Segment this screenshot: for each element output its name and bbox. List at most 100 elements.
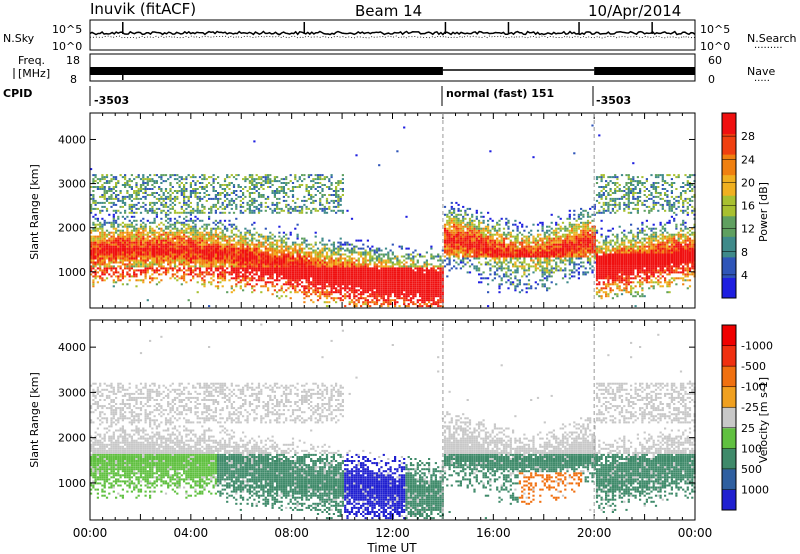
heatmap-cell bbox=[151, 237, 154, 240]
heatmap-cell bbox=[192, 249, 195, 252]
heatmap-cell bbox=[280, 253, 283, 256]
heatmap-cell bbox=[108, 249, 111, 252]
heatmap-cell bbox=[369, 249, 372, 252]
heatmap-cell bbox=[92, 227, 95, 230]
heatmap-cell bbox=[271, 190, 274, 192]
heatmap-cell bbox=[176, 275, 179, 278]
heatmap-cell bbox=[387, 289, 390, 292]
heatmap-cell bbox=[158, 263, 161, 266]
heatmap-cell bbox=[323, 245, 326, 248]
heatmap-cell bbox=[198, 273, 202, 276]
heatmap-cell bbox=[251, 247, 254, 250]
heatmap-cell bbox=[364, 265, 367, 268]
heatmap-cell bbox=[158, 188, 161, 190]
heatmap-cell bbox=[185, 245, 188, 248]
heatmap-cell bbox=[382, 297, 385, 300]
heatmap-cell bbox=[221, 285, 224, 288]
heatmap-cell bbox=[375, 299, 379, 302]
heatmap-cell bbox=[291, 241, 295, 244]
heatmap-cell bbox=[164, 213, 168, 216]
noise-right-tick-top: 10^5 bbox=[700, 23, 730, 36]
heatmap-cell bbox=[305, 211, 308, 214]
heatmap-cell bbox=[173, 221, 177, 224]
heatmap-cell bbox=[103, 178, 106, 181]
heatmap-cell bbox=[407, 305, 410, 308]
heatmap-cell bbox=[264, 267, 267, 270]
heatmap-cell bbox=[253, 267, 256, 270]
heatmap-cell bbox=[278, 249, 281, 252]
heatmap-cell bbox=[448, 251, 451, 254]
heatmap-cell bbox=[260, 235, 263, 238]
heatmap-cell bbox=[448, 223, 451, 226]
heatmap-cell bbox=[434, 273, 437, 276]
heatmap-cell bbox=[144, 186, 147, 188]
heatmap-cell bbox=[353, 283, 356, 286]
heatmap-cell bbox=[124, 178, 127, 181]
heatmap-cell bbox=[335, 251, 338, 254]
heatmap-cell bbox=[137, 241, 140, 244]
heatmap-cell bbox=[282, 182, 285, 184]
heatmap-cell bbox=[278, 275, 281, 278]
heatmap-cell bbox=[167, 231, 170, 234]
heatmap-cell bbox=[285, 243, 288, 246]
heatmap-cell bbox=[248, 255, 251, 258]
heatmap-cell bbox=[183, 261, 186, 264]
heatmap-cell bbox=[221, 261, 224, 264]
heatmap-cell bbox=[248, 207, 251, 210]
heatmap-cell bbox=[337, 261, 340, 264]
heatmap-cell bbox=[296, 259, 299, 262]
heatmap-cell bbox=[110, 251, 113, 254]
heatmap-cell bbox=[244, 277, 247, 280]
heatmap-cell bbox=[121, 275, 124, 278]
heatmap-cell bbox=[130, 239, 133, 242]
heatmap-cell bbox=[362, 283, 365, 286]
heatmap-cell bbox=[387, 257, 390, 260]
heatmap-cell bbox=[119, 211, 122, 214]
heatmap-cell bbox=[164, 233, 168, 236]
heatmap-cell bbox=[232, 265, 236, 268]
heatmap-cell bbox=[235, 273, 238, 276]
heatmap-cell bbox=[169, 190, 172, 192]
heatmap-cell bbox=[237, 243, 240, 246]
heatmap-cell bbox=[185, 223, 188, 226]
heatmap-cell bbox=[205, 190, 208, 192]
heatmap-cell bbox=[160, 190, 163, 192]
heatmap-cell bbox=[185, 227, 188, 230]
heatmap-cell bbox=[210, 197, 213, 200]
heatmap-cell bbox=[101, 253, 104, 256]
heatmap-cell bbox=[212, 174, 215, 177]
heatmap-cell bbox=[296, 197, 299, 200]
heatmap-cell bbox=[323, 283, 326, 286]
heatmap-cell bbox=[189, 245, 192, 248]
heatmap-cell bbox=[448, 239, 451, 242]
heatmap-cell bbox=[291, 285, 295, 288]
heatmap-cell bbox=[142, 229, 145, 232]
heatmap-cell bbox=[462, 225, 465, 228]
heatmap-cell bbox=[246, 281, 249, 284]
heatmap-cell bbox=[380, 269, 383, 272]
heatmap-cell bbox=[210, 251, 213, 254]
heatmap-cell bbox=[400, 279, 403, 282]
heatmap-cell bbox=[194, 241, 197, 244]
heatmap-cell bbox=[176, 265, 179, 268]
heatmap-cell bbox=[409, 271, 413, 274]
heatmap-cell bbox=[112, 188, 115, 190]
heatmap-cell bbox=[121, 277, 124, 280]
heatmap-cell bbox=[155, 215, 158, 218]
heatmap-cell bbox=[115, 259, 118, 262]
heatmap-cell bbox=[357, 247, 360, 250]
heatmap-cell bbox=[251, 249, 254, 252]
heatmap-cell bbox=[130, 275, 133, 278]
heatmap-cell bbox=[396, 263, 399, 266]
heatmap-cell bbox=[314, 174, 317, 177]
heatmap-cell bbox=[464, 243, 467, 246]
heatmap-cell bbox=[341, 277, 344, 280]
heatmap-cell bbox=[339, 245, 342, 248]
heatmap-cell bbox=[96, 247, 99, 250]
heatmap-cell bbox=[307, 279, 310, 282]
heatmap-cell bbox=[219, 197, 222, 200]
heatmap-cell bbox=[130, 235, 133, 238]
heatmap-cell bbox=[337, 241, 340, 244]
heatmap-cell bbox=[137, 227, 140, 230]
heatmap-cell bbox=[269, 207, 272, 210]
